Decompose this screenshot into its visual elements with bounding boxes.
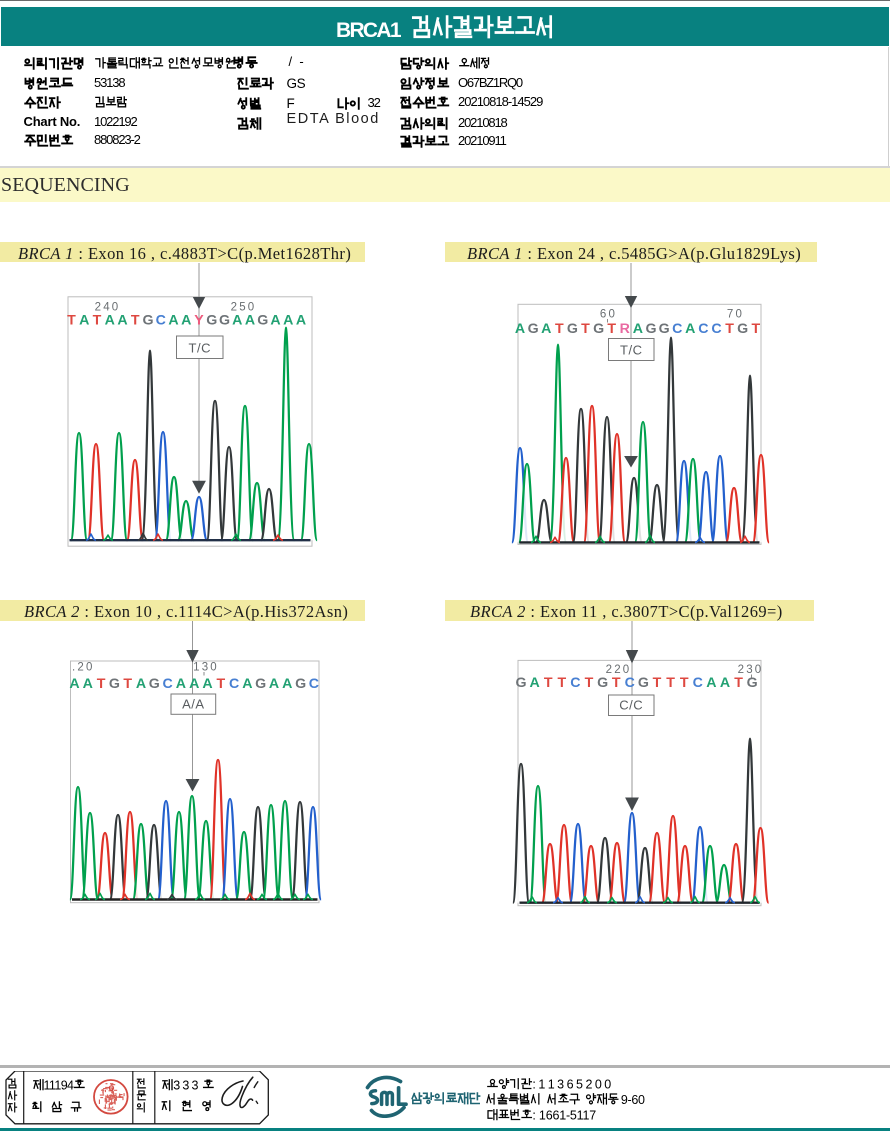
svg-text:A: A: [189, 676, 199, 692]
svg-text:G: G: [597, 675, 608, 691]
svg-text:A: A: [685, 321, 695, 337]
svg-text:G: G: [645, 321, 656, 337]
svg-text:G: G: [219, 313, 230, 329]
svg-text:T: T: [585, 675, 594, 691]
svg-text:A: A: [69, 676, 79, 692]
svg-text:T: T: [544, 675, 553, 691]
svg-text:.20: .20: [72, 662, 95, 674]
svg-text:C: C: [711, 321, 721, 337]
svg-text:C: C: [625, 675, 635, 691]
svg-text:G: G: [515, 675, 526, 691]
svg-text:C/C: C/C: [619, 698, 643, 713]
svg-text:T: T: [123, 676, 132, 692]
svg-text:A: A: [83, 676, 93, 692]
svg-text:A: A: [720, 675, 730, 691]
svg-text:G: G: [109, 676, 120, 692]
svg-text:A: A: [202, 676, 212, 692]
svg-text:T: T: [653, 675, 662, 691]
svg-text:230: 230: [738, 664, 764, 676]
svg-text:A: A: [282, 676, 292, 692]
svg-text:A: A: [706, 675, 716, 691]
svg-text:C: C: [309, 676, 319, 692]
svg-text:C: C: [156, 313, 166, 329]
svg-text:A/A: A/A: [182, 696, 204, 711]
svg-text:11194: 11194: [44, 1079, 75, 1092]
svg-text:240: 240: [95, 302, 121, 314]
svg-text:A: A: [269, 676, 279, 692]
svg-text:BRCA1: BRCA1: [336, 19, 402, 42]
svg-text:T: T: [734, 675, 743, 691]
svg-text:333: 333: [173, 1079, 200, 1092]
svg-text:T: T: [67, 313, 76, 329]
svg-text:60: 60: [600, 309, 617, 321]
svg-text:A: A: [245, 313, 255, 329]
svg-text:A: A: [270, 313, 280, 329]
svg-text:A: A: [529, 675, 539, 691]
svg-text:250: 250: [231, 302, 257, 314]
svg-text:G: G: [295, 676, 306, 692]
svg-text:T/C: T/C: [620, 343, 642, 358]
svg-text:G: G: [638, 675, 649, 691]
svg-text:T: T: [557, 675, 566, 691]
svg-text:9-60: 9-60: [621, 1093, 645, 1107]
svg-text:G: G: [659, 321, 670, 337]
svg-text:A: A: [242, 676, 252, 692]
svg-text:G: G: [142, 313, 153, 329]
svg-text:T: T: [131, 313, 140, 329]
svg-text:A: A: [633, 321, 643, 337]
svg-text:T: T: [93, 313, 102, 329]
svg-text:T: T: [680, 675, 689, 691]
svg-text:: 1 1 3 6 5 2 0 0: : 1 1 3 6 5 2 0 0: [532, 1078, 611, 1091]
svg-text:T: T: [216, 676, 225, 692]
svg-text:G: G: [593, 321, 604, 337]
svg-text:70: 70: [727, 309, 744, 321]
svg-text:A: A: [136, 676, 146, 692]
svg-text:G: G: [206, 313, 217, 329]
svg-text:G: G: [149, 676, 160, 692]
svg-text:C: C: [672, 321, 682, 337]
svg-text:130: 130: [193, 662, 219, 674]
svg-text:G: G: [737, 321, 748, 337]
svg-text:C: C: [229, 676, 239, 692]
svg-text:T: T: [751, 321, 760, 337]
svg-text:G: G: [747, 675, 758, 691]
svg-text:A: A: [283, 313, 293, 329]
svg-text:G: G: [528, 321, 539, 337]
svg-text:A: A: [181, 313, 191, 329]
svg-text:A: A: [541, 321, 551, 337]
svg-text:A: A: [176, 676, 186, 692]
svg-text:: 1661-5117: : 1661-5117: [532, 1109, 596, 1122]
svg-text:A: A: [105, 313, 115, 329]
svg-text:A: A: [168, 313, 178, 329]
svg-text:C: C: [693, 675, 703, 691]
svg-text:A: A: [515, 321, 525, 337]
svg-text:C: C: [570, 675, 580, 691]
svg-text:G: G: [257, 313, 268, 329]
svg-text:T: T: [555, 321, 564, 337]
svg-text:A: A: [79, 313, 89, 329]
svg-text:T: T: [666, 675, 675, 691]
svg-text:C: C: [698, 321, 708, 337]
svg-text:T: T: [725, 321, 734, 337]
svg-text:T: T: [607, 321, 616, 337]
svg-text:220: 220: [606, 664, 632, 676]
svg-text:T: T: [97, 676, 106, 692]
svg-text:T: T: [581, 321, 590, 337]
svg-text:A: A: [296, 313, 306, 329]
svg-text:A: A: [232, 313, 242, 329]
svg-text:Y: Y: [194, 313, 204, 329]
svg-text:T: T: [612, 675, 621, 691]
svg-text:G: G: [255, 676, 266, 692]
svg-text:G: G: [567, 321, 578, 337]
svg-text:C: C: [162, 676, 172, 692]
svg-text:T/C: T/C: [189, 341, 211, 356]
svg-text:R: R: [620, 321, 630, 337]
svg-text:A: A: [117, 313, 127, 329]
